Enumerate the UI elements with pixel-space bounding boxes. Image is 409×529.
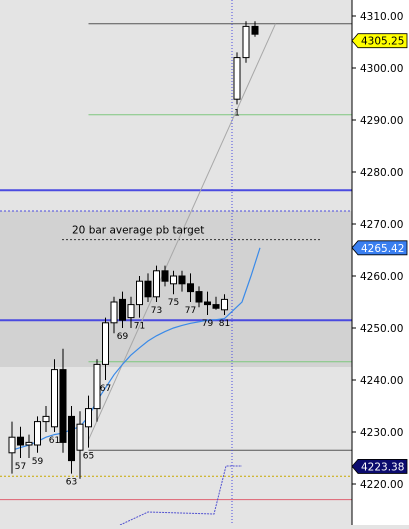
- candle-body: [153, 270, 160, 298]
- target-zone: [0, 211, 352, 367]
- candle[interactable]: [221, 294, 228, 315]
- candle-body: [212, 304, 220, 309]
- bar-number-label: 73: [151, 306, 162, 316]
- candle[interactable]: [178, 270, 186, 292]
- bar-number-label: 75: [168, 298, 179, 308]
- candle-body: [8, 436, 16, 454]
- price-tick-label: 4290.00: [360, 115, 403, 127]
- price-tick-label: 4230.00: [360, 427, 403, 439]
- candle[interactable]: [34, 416, 41, 453]
- candle-body: [17, 436, 24, 446]
- price-tick-label: 4250.00: [360, 323, 403, 335]
- bar-number-label: 71: [134, 322, 145, 332]
- price-tick-label: 4280.00: [360, 167, 403, 179]
- candle-body: [251, 25, 259, 35]
- candle[interactable]: [8, 421, 16, 474]
- trend-line: [88, 23, 276, 441]
- candle-body: [51, 369, 58, 428]
- price-badge-label: 4265.42: [361, 243, 404, 255]
- candle[interactable]: [170, 270, 177, 295]
- price-tick-label: 4220.00: [360, 479, 403, 491]
- candle-body: [119, 298, 126, 321]
- candle-body: [233, 57, 241, 100]
- candle-body: [242, 25, 250, 59]
- candle-body: [127, 304, 135, 319]
- candle[interactable]: [153, 265, 160, 302]
- candle[interactable]: [161, 265, 169, 287]
- candle[interactable]: [42, 406, 50, 432]
- candle[interactable]: [51, 359, 58, 432]
- candle-body: [59, 369, 67, 443]
- price-badge-shape: [351, 33, 408, 49]
- bar-number-label: 67: [100, 384, 111, 394]
- candle-body: [187, 283, 194, 293]
- price-badge: 4305.25: [351, 33, 408, 49]
- candle-body: [178, 275, 186, 285]
- annotation-label: 20 bar average pb target: [72, 225, 204, 237]
- candle[interactable]: [212, 296, 220, 310]
- candle[interactable]: [136, 276, 143, 318]
- candle[interactable]: [17, 426, 24, 458]
- candle-body: [195, 291, 203, 303]
- bar-number-label: 57: [15, 462, 26, 472]
- price-badge-label: 4305.25: [361, 36, 404, 48]
- price-badge-shape: [351, 459, 408, 474]
- indicator-line: [119, 465, 242, 526]
- candle[interactable]: [59, 348, 67, 453]
- bar-number-label: 77: [185, 306, 196, 316]
- bar-number-label: 61: [49, 436, 60, 446]
- candle[interactable]: [85, 395, 92, 448]
- candle-body: [42, 415, 50, 423]
- price-badge: 4223.38: [351, 459, 408, 474]
- candle-body: [221, 298, 228, 311]
- candle-body: [85, 408, 92, 428]
- candle-body: [110, 301, 118, 324]
- candle[interactable]: [233, 52, 241, 105]
- price-badge-shape: [351, 240, 408, 256]
- candle[interactable]: [127, 296, 135, 328]
- candle-body: [204, 301, 211, 306]
- candle[interactable]: [251, 21, 259, 37]
- price-badge-label: 4223.38: [361, 461, 404, 473]
- price-axis: [352, 0, 409, 525]
- candle-body: [161, 270, 169, 282]
- candle-body: [93, 363, 101, 410]
- candle-body: [68, 415, 75, 462]
- bar-number-label: 65: [83, 452, 94, 462]
- candle-body: [136, 280, 143, 306]
- candle[interactable]: [68, 406, 75, 474]
- candle[interactable]: [93, 359, 101, 422]
- candle[interactable]: [76, 411, 84, 479]
- candle-body: [76, 423, 84, 451]
- bar-number-label: 81: [219, 319, 230, 329]
- candle-body: [34, 421, 41, 446]
- candle[interactable]: [187, 273, 194, 302]
- candle-body: [144, 280, 152, 298]
- candle[interactable]: [204, 291, 211, 315]
- bar-number-label: 69: [117, 332, 129, 342]
- candle[interactable]: [242, 21, 250, 63]
- price-badge: 4265.42: [351, 240, 408, 256]
- bar-number-label: 79: [202, 319, 214, 329]
- candle[interactable]: [195, 286, 203, 308]
- bar-number-label: 59: [32, 457, 44, 467]
- candle-body: [25, 441, 33, 446]
- candle-body: [170, 275, 177, 285]
- price-tick-label: 4310.00: [360, 11, 403, 23]
- bar-number-label: 63: [66, 478, 77, 488]
- candle[interactable]: [119, 291, 126, 328]
- candle-body: [102, 322, 109, 365]
- candle[interactable]: [144, 273, 152, 302]
- candle[interactable]: [110, 296, 118, 334]
- candle[interactable]: [102, 317, 109, 380]
- price-tick-label: 4270.00: [360, 219, 403, 231]
- price-tick-label: 4260.00: [360, 271, 403, 283]
- price-tick-label: 4300.00: [360, 63, 403, 75]
- bar-number-label: 1: [234, 108, 240, 118]
- moving-average-line: [11, 247, 261, 451]
- price-tick-label: 4240.00: [360, 375, 403, 387]
- candle[interactable]: [25, 434, 33, 458]
